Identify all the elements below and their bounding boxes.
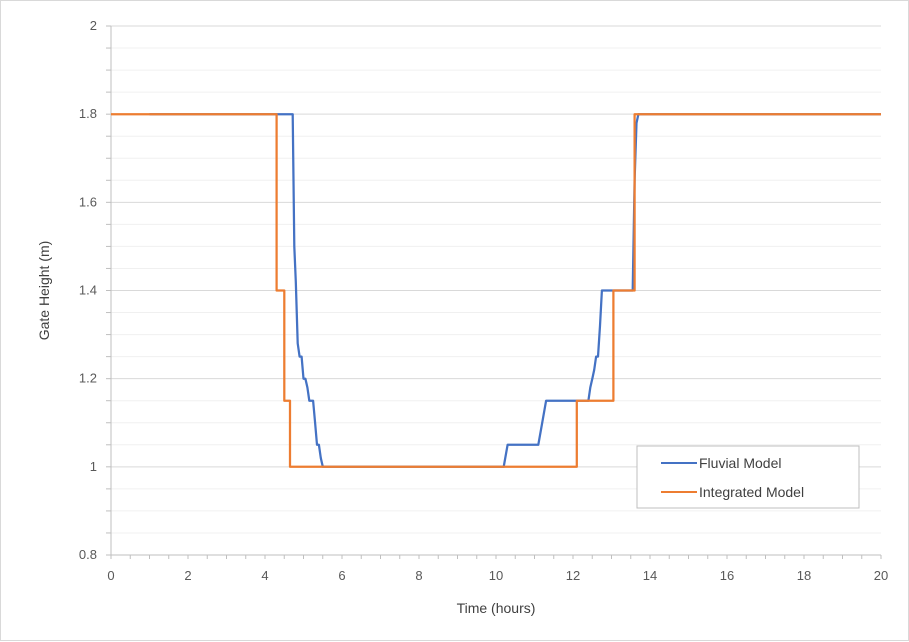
y-axis-title: Gate Height (m) bbox=[36, 241, 52, 341]
x-axis-title: Time (hours) bbox=[457, 600, 536, 616]
legend: Fluvial Model Integrated Model bbox=[636, 445, 860, 509]
series-line-integrated-model bbox=[111, 113, 881, 468]
y-tick-label: 2 bbox=[90, 18, 97, 33]
legend-label-integrated-model: Integrated Model bbox=[699, 484, 804, 500]
y-tick-label: 1.4 bbox=[79, 283, 97, 298]
x-tick-label: 6 bbox=[338, 568, 345, 583]
x-tick-label: 12 bbox=[566, 568, 580, 583]
series-lines bbox=[111, 113, 881, 468]
legend-label-fluvial-model: Fluvial Model bbox=[699, 455, 781, 471]
x-tick-label: 16 bbox=[720, 568, 734, 583]
legend-box bbox=[636, 445, 860, 509]
y-tick-label: 0.8 bbox=[79, 547, 97, 562]
x-tick-label: 18 bbox=[797, 568, 811, 583]
x-tick-label: 14 bbox=[643, 568, 657, 583]
x-tick-label: 20 bbox=[874, 568, 888, 583]
x-tick-label: 4 bbox=[261, 568, 268, 583]
x-tick-label: 10 bbox=[489, 568, 503, 583]
y-tick-label: 1.8 bbox=[79, 106, 97, 121]
tick-labels: 0.811.21.41.61.820 2 4 6 8 10 12 14 16 18 20 bbox=[79, 18, 888, 583]
y-tick-label: 1.6 bbox=[79, 194, 97, 209]
x-tick-label: 8 bbox=[415, 568, 422, 583]
y-tick-label: 1 bbox=[90, 459, 97, 474]
x-tick-label: 2 bbox=[184, 568, 191, 583]
y-tick-label: 1.2 bbox=[79, 371, 97, 386]
x-tick-label: 0 bbox=[107, 568, 114, 583]
